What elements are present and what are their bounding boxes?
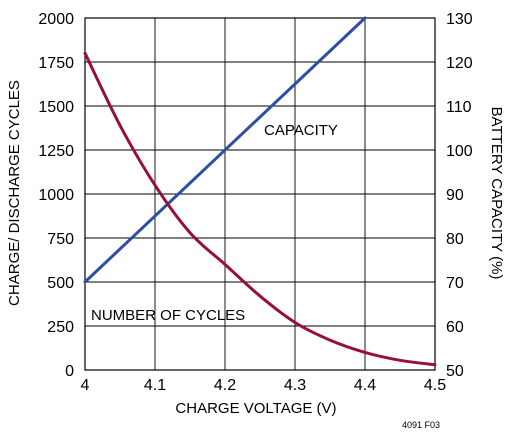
x-axis-title: CHARGE VOLTAGE (V) xyxy=(175,400,336,417)
x-tick-label-0: 4 xyxy=(81,377,90,394)
y-right-tick-labels: 50 60 70 80 90 100 110 120 130 xyxy=(446,11,473,380)
y-left-tick-label-3: 750 xyxy=(47,231,74,248)
y-left-tick-label-7: 1750 xyxy=(38,55,74,72)
series-label-capacity: CAPACITY xyxy=(264,122,338,139)
y-left-axis-title: CHARGE/ DISCHARGE CYCLES xyxy=(6,80,23,306)
y-right-axis-title: BATTERY CAPACITY (%) xyxy=(488,107,505,280)
x-tick-labels: 4 4.1 4.2 4.3 4.4 4.5 xyxy=(81,377,447,394)
y-right-tick-label-5: 100 xyxy=(446,143,473,160)
y-right-tick-label-1: 60 xyxy=(446,319,464,336)
plot-frame xyxy=(84,17,436,371)
x-tick-label-3: 4.3 xyxy=(284,377,306,394)
y-right-tick-label-2: 70 xyxy=(446,275,464,292)
series-layer xyxy=(83,16,437,367)
series-line-number-of-cycles xyxy=(83,51,437,367)
y-right-tick-label-0: 50 xyxy=(446,363,464,380)
y-right-tick-label-6: 110 xyxy=(446,99,472,116)
y-right-tick-label-7: 120 xyxy=(446,55,473,72)
y-left-tick-label-5: 1250 xyxy=(38,143,74,160)
y-right-tick-label-8: 130 xyxy=(446,11,473,28)
figure-id: 4091 F03 xyxy=(402,420,440,430)
x-tick-label-2: 4.2 xyxy=(214,377,236,394)
y-left-tick-label-6: 1500 xyxy=(38,99,74,116)
y-right-tick-label-3: 80 xyxy=(446,231,464,248)
y-left-tick-label-4: 1000 xyxy=(38,187,74,204)
y-left-tick-label-2: 500 xyxy=(47,275,74,292)
x-tick-label-5: 4.5 xyxy=(424,377,446,394)
x-tick-label-1: 4.1 xyxy=(144,377,166,394)
series-line-capacity xyxy=(83,16,367,284)
x-tick-label-4: 4.4 xyxy=(354,377,376,394)
series-label-cycles: NUMBER OF CYCLES xyxy=(91,307,245,324)
y-left-tick-label-8: 2000 xyxy=(38,11,74,28)
y-left-tick-labels: 0 250 500 750 1000 1250 1500 1750 2000 xyxy=(38,11,74,380)
y-right-tick-label-4: 90 xyxy=(446,187,464,204)
y-left-tick-label-0: 0 xyxy=(65,363,74,380)
y-left-tick-label-1: 250 xyxy=(47,319,74,336)
